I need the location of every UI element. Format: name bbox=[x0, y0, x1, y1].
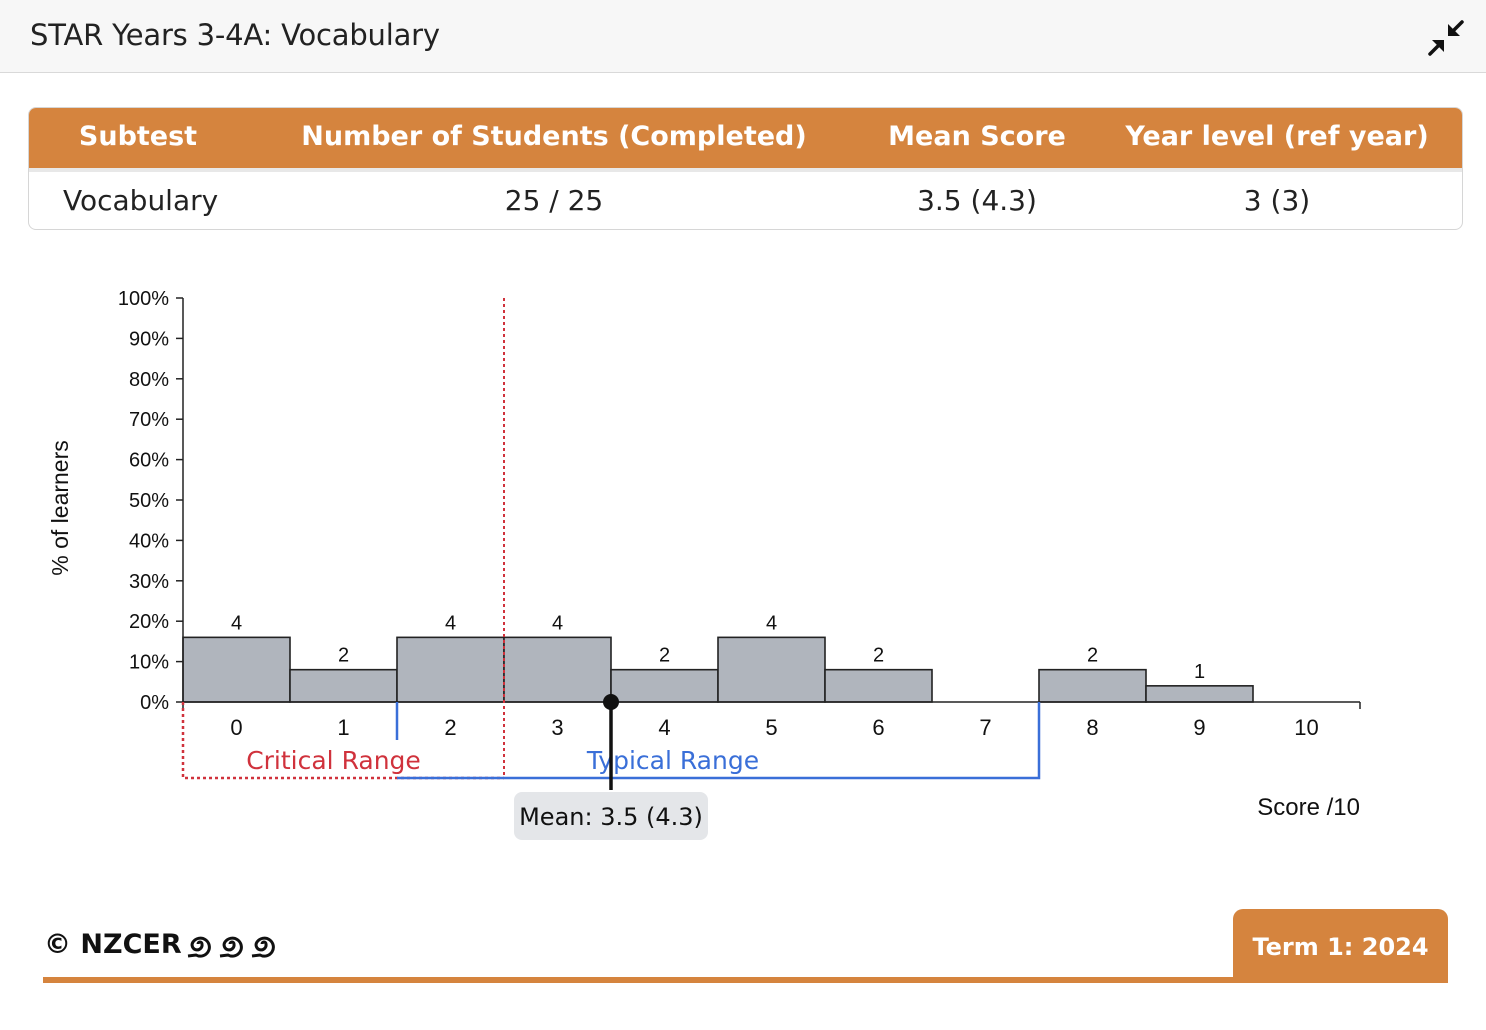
y-tick-label: 40% bbox=[129, 530, 169, 552]
y-tick-label: 10% bbox=[129, 652, 169, 674]
y-tick-label: 20% bbox=[129, 611, 169, 633]
bar-count-label: 2 bbox=[659, 645, 670, 667]
bar-count-label: 1 bbox=[1194, 661, 1205, 683]
bar-count-label: 4 bbox=[552, 612, 563, 634]
histogram-bar bbox=[717, 636, 826, 703]
x-tick-label: 5 bbox=[765, 715, 777, 740]
histogram-bar bbox=[182, 636, 291, 703]
histogram-bar bbox=[503, 636, 612, 703]
y-tick-label: 90% bbox=[129, 328, 169, 350]
x-tick-label: 1 bbox=[337, 715, 349, 740]
x-tick-label: 3 bbox=[551, 715, 563, 740]
x-tick-label: 7 bbox=[979, 715, 991, 740]
mean-marker-dot bbox=[603, 694, 619, 710]
column-header-subtest: Subtest bbox=[78, 121, 198, 152]
summary-table: Subtest Number of Students (Completed) M… bbox=[28, 107, 1463, 230]
x-tick-label: 8 bbox=[1086, 715, 1098, 740]
x-tick-label: 4 bbox=[658, 715, 670, 740]
y-tick-label: 60% bbox=[129, 450, 169, 472]
table-header-row: Subtest Number of Students (Completed) M… bbox=[29, 108, 1462, 172]
cell-year-level: 3 (3) bbox=[1243, 184, 1311, 217]
y-tick-label: 100% bbox=[118, 288, 169, 310]
x-tick-label: 2 bbox=[444, 715, 456, 740]
term-label: Term 1: 2024 bbox=[1252, 933, 1429, 961]
term-tab: Term 1: 2024 bbox=[1233, 909, 1448, 981]
histogram-bar bbox=[1038, 668, 1147, 703]
y-tick-label: 80% bbox=[129, 369, 169, 391]
y-axis-label: % of learners bbox=[47, 440, 73, 576]
bar-count-label: 4 bbox=[445, 612, 456, 634]
mean-label-box bbox=[514, 792, 708, 840]
x-axis-label: Score /10 bbox=[1257, 794, 1360, 821]
cell-mean-score: 3.5 (4.3) bbox=[917, 184, 1037, 217]
koru-spirals-icon bbox=[187, 936, 275, 958]
critical-range-label: Critical Range bbox=[246, 746, 421, 775]
bar-count-label: 2 bbox=[1087, 645, 1098, 667]
collapse-arrows-icon[interactable] bbox=[1428, 20, 1464, 56]
cell-subtest: Vocabulary bbox=[63, 184, 219, 217]
nzcer-logo: © NZCER bbox=[44, 928, 280, 960]
footer-divider bbox=[43, 977, 1448, 983]
histogram-bar bbox=[289, 668, 398, 703]
panel-title: STAR Years 3-4A: Vocabulary bbox=[30, 18, 440, 52]
column-header-students: Number of Students (Completed) bbox=[301, 121, 807, 152]
y-tick-label: 70% bbox=[129, 409, 169, 431]
y-tick-label: 50% bbox=[129, 490, 169, 512]
x-tick-label: 9 bbox=[1193, 715, 1205, 740]
x-tick-label: 10 bbox=[1294, 715, 1318, 740]
x-tick-label: 0 bbox=[230, 715, 242, 740]
mean-label: Mean: 3.5 (4.3) bbox=[519, 803, 703, 831]
bar-count-label: 4 bbox=[766, 612, 777, 634]
x-tick-label: 6 bbox=[872, 715, 884, 740]
histogram-bar bbox=[824, 668, 933, 703]
cell-students: 25 / 25 bbox=[504, 184, 604, 217]
logo-text: © NZCER bbox=[44, 928, 182, 960]
bar-count-label: 2 bbox=[338, 645, 349, 667]
typical-range-label: Typical Range bbox=[586, 746, 759, 775]
y-tick-label: 0% bbox=[140, 692, 169, 714]
bar-count-label: 2 bbox=[873, 645, 884, 667]
histogram-bar bbox=[1145, 685, 1254, 703]
histogram-bar bbox=[610, 668, 719, 703]
histogram-bar bbox=[396, 636, 505, 703]
y-tick-label: 30% bbox=[129, 571, 169, 593]
column-header-year-level: Year level (ref year) bbox=[1125, 121, 1429, 152]
bar-count-label: 4 bbox=[231, 612, 242, 634]
panel-header: STAR Years 3-4A: Vocabulary bbox=[0, 0, 1486, 73]
column-header-mean-score: Mean Score bbox=[888, 121, 1066, 152]
